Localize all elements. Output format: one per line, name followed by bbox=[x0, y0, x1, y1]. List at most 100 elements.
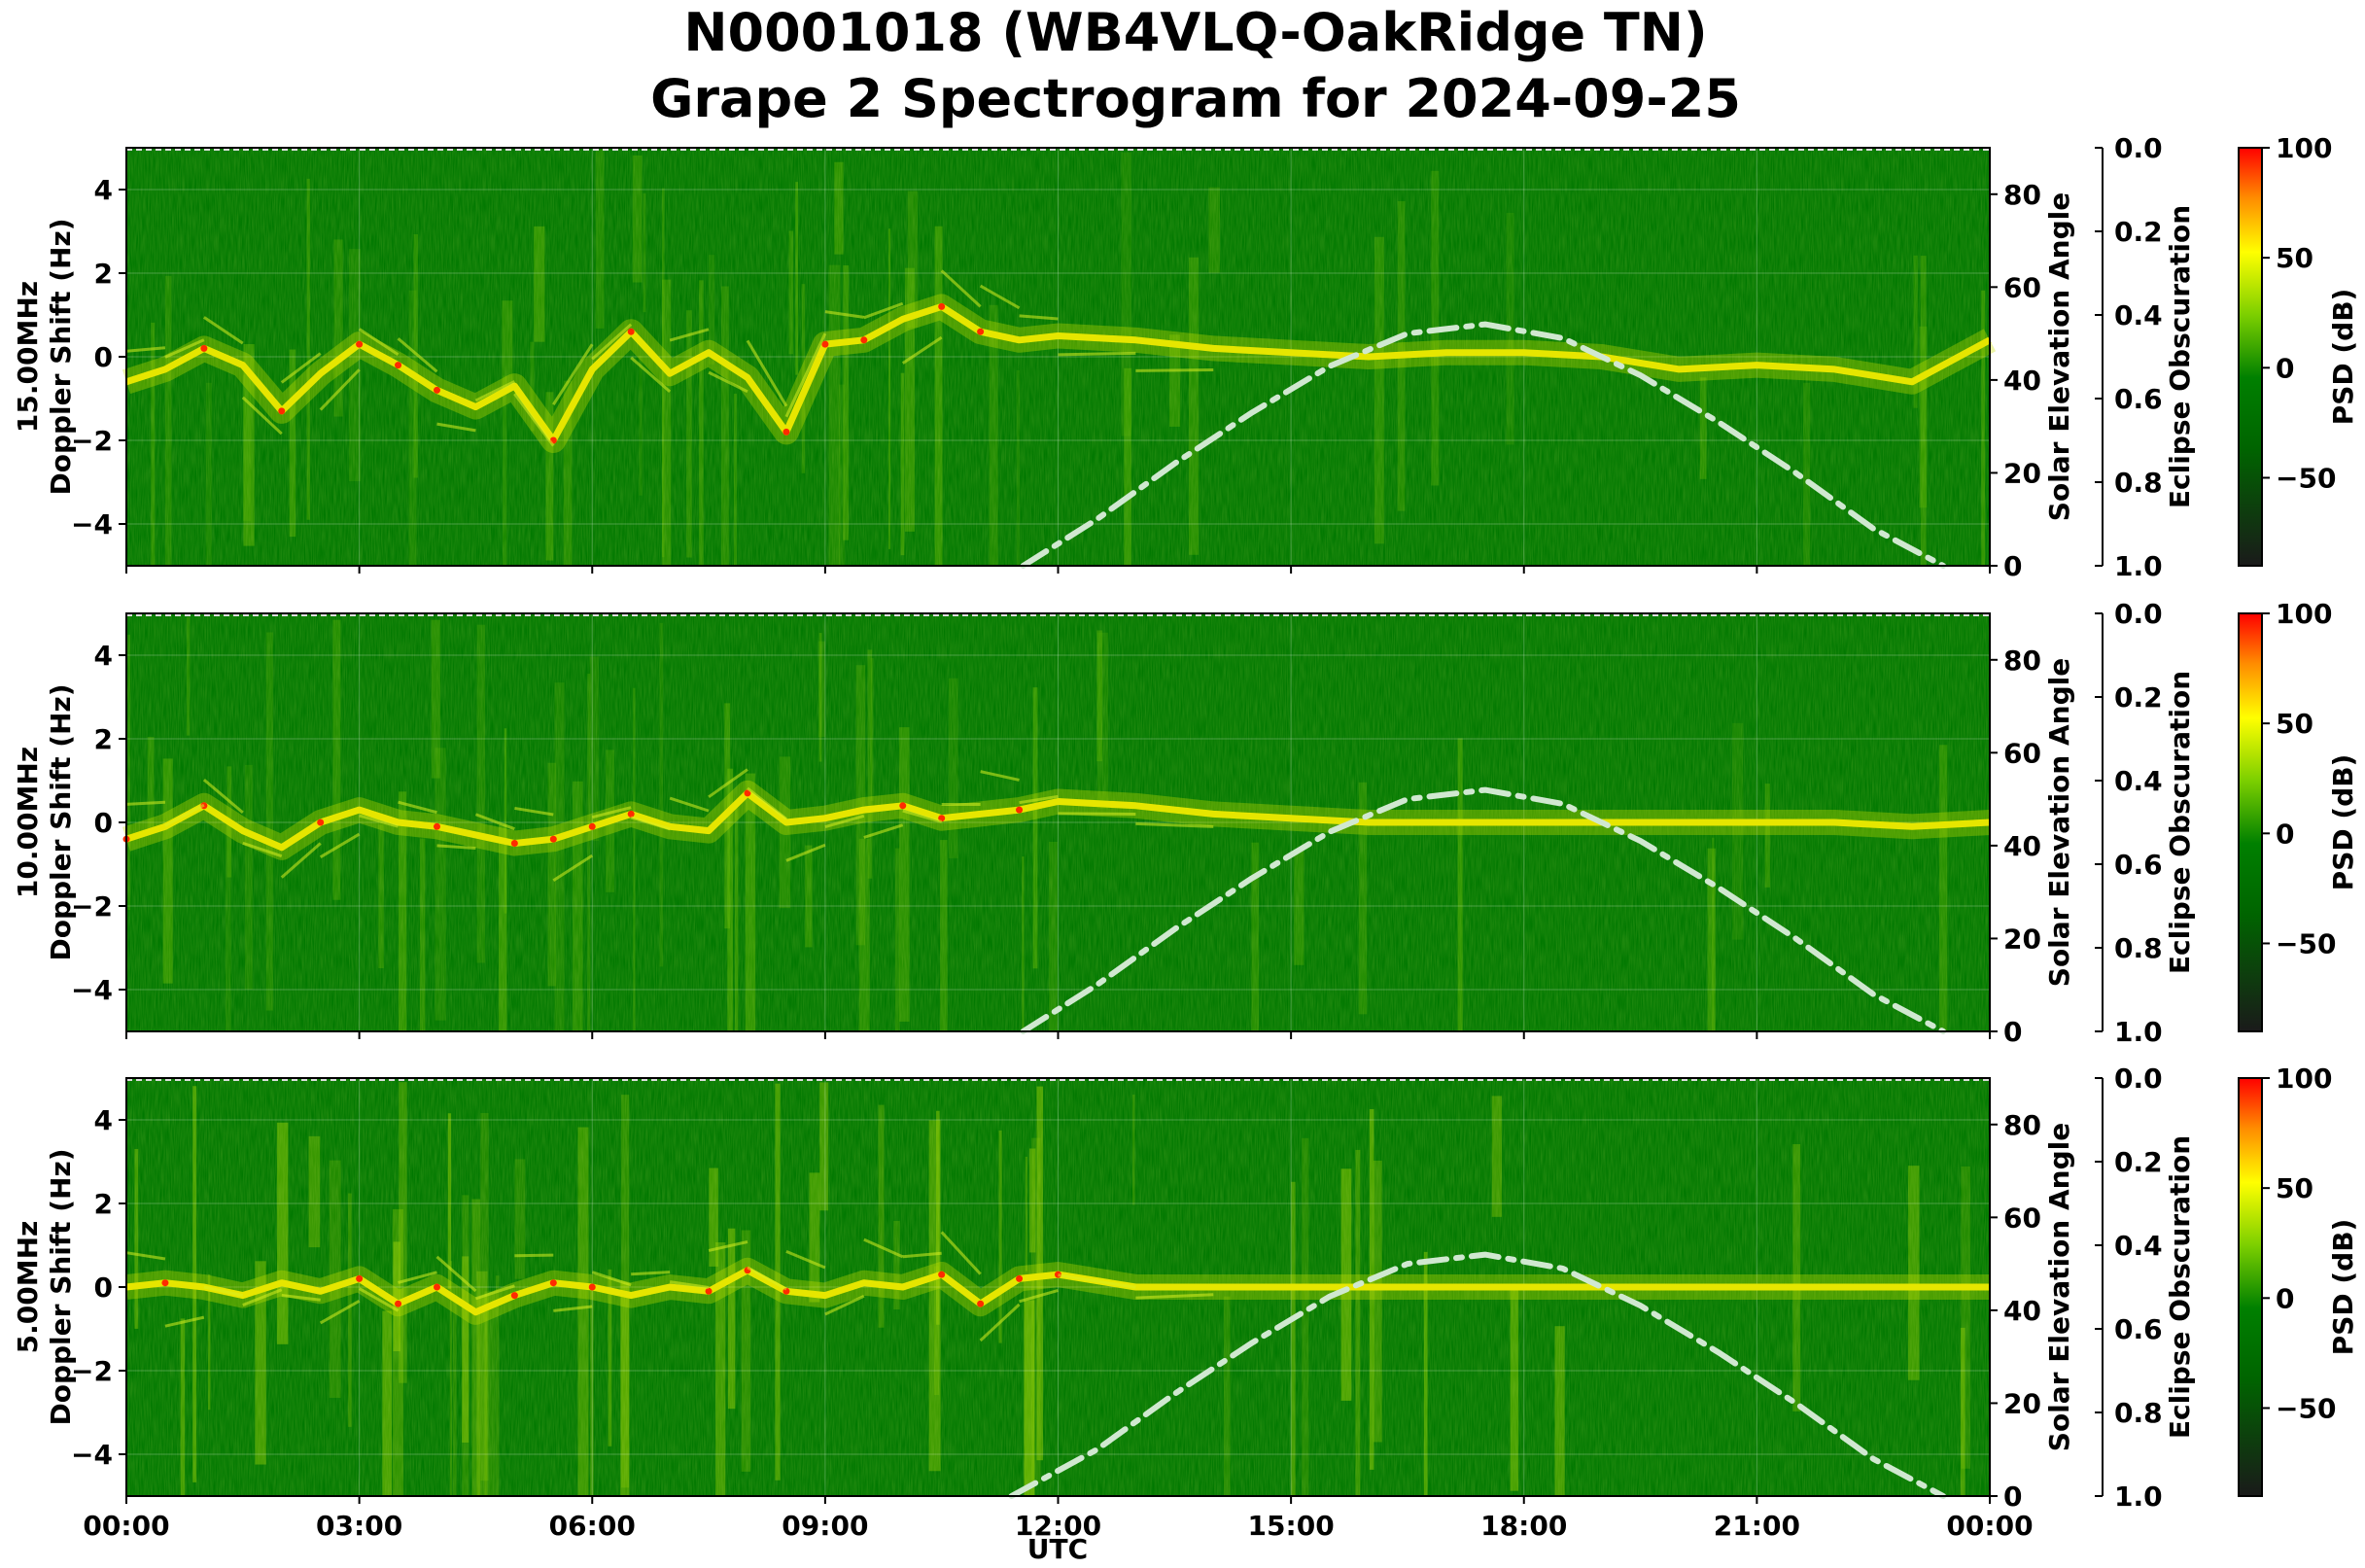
doppler-secondary-mode bbox=[979, 1303, 1021, 1342]
x-tick-label: 06:00 bbox=[549, 1510, 636, 1542]
doppler-secondary-mode bbox=[863, 823, 904, 839]
doppler-secondary-mode bbox=[1135, 367, 1214, 372]
doppler-secondary-mode bbox=[552, 343, 594, 406]
doppler-secondary-mode bbox=[824, 1294, 865, 1316]
eclipse-tick-label: 0.8 bbox=[2114, 932, 2163, 964]
doppler-secondary-mode bbox=[901, 335, 943, 365]
doppler-peak-point bbox=[899, 802, 907, 810]
doppler-peak-point bbox=[395, 362, 402, 369]
elevation-tick-label: 20 bbox=[2003, 923, 2041, 955]
y-tick-label: 4 bbox=[94, 1104, 113, 1136]
doppler-secondary-mode bbox=[242, 1288, 283, 1307]
elevation-tick-label: 80 bbox=[2003, 179, 2041, 211]
doppler-secondary-mode bbox=[824, 814, 865, 829]
y-axis-label-line: Doppler Shift (Hz) bbox=[45, 683, 77, 960]
doppler-secondary-mode bbox=[591, 323, 633, 361]
doppler-secondary-mode bbox=[164, 338, 205, 359]
colorbar bbox=[2238, 147, 2263, 567]
y-tick-label: −2 bbox=[71, 1355, 113, 1387]
doppler-secondary-mode bbox=[708, 1240, 748, 1252]
eclipse-tick-label: 0.0 bbox=[2114, 1063, 2163, 1095]
doppler-secondary-mode bbox=[241, 396, 283, 436]
doppler-secondary-mode bbox=[513, 393, 555, 447]
doppler-peak-point bbox=[510, 840, 518, 847]
doppler-peak-point bbox=[588, 1283, 596, 1291]
doppler-peak-point bbox=[356, 1274, 364, 1282]
elevation-tick-label: 40 bbox=[2003, 1295, 2041, 1327]
y-tick-label: −4 bbox=[71, 508, 113, 540]
elevation-tick-label: 80 bbox=[2003, 645, 2041, 677]
colorbar-tick-label: −50 bbox=[2276, 462, 2336, 494]
doppler-secondary-mode bbox=[863, 301, 904, 320]
eclipse-tick-label: 0.8 bbox=[2114, 467, 2163, 499]
colorbar-tick-label: 50 bbox=[2276, 1172, 2313, 1204]
doppler-secondary-mode bbox=[553, 1305, 593, 1312]
colorbar-tick-label: 0 bbox=[2276, 1282, 2294, 1314]
doppler-peak-point bbox=[395, 1300, 402, 1307]
doppler-secondary-mode bbox=[436, 844, 476, 851]
y-tick-label: −2 bbox=[71, 890, 113, 923]
doppler-secondary-mode bbox=[203, 1285, 244, 1298]
doppler-secondary-mode bbox=[202, 778, 244, 815]
eclipse-tick-label: 0.6 bbox=[2114, 383, 2163, 415]
colorbar-tick-label: 0 bbox=[2276, 818, 2294, 850]
y-tick-label: 0 bbox=[94, 341, 113, 373]
elevation-tick-label: 20 bbox=[2003, 1387, 2041, 1419]
solar-elevation-curve bbox=[1008, 1251, 1947, 1499]
doppler-secondary-mode bbox=[397, 337, 438, 373]
doppler-secondary-mode bbox=[125, 1251, 166, 1261]
doppler-peak-point bbox=[977, 328, 985, 335]
doppler-secondary-mode bbox=[708, 768, 748, 799]
y-axis-label: 15.00MHzDoppler Shift (Hz) bbox=[12, 218, 77, 495]
x-tick-label: 03:00 bbox=[316, 1510, 402, 1542]
eclipse-tick-label: 0.6 bbox=[2114, 1313, 2163, 1345]
colorbar-tick-label: 100 bbox=[2276, 132, 2332, 164]
doppler-secondary-mode bbox=[1019, 794, 1059, 805]
doppler-secondary-mode bbox=[980, 770, 1020, 782]
y-axis-label: 10.00MHzDoppler Shift (Hz) bbox=[12, 683, 77, 960]
doppler-peak-point bbox=[588, 822, 596, 830]
doppler-secondary-mode bbox=[398, 1271, 437, 1284]
doppler-secondary-mode bbox=[669, 328, 710, 342]
doppler-secondary-mode bbox=[902, 809, 943, 823]
doppler-peak-point bbox=[860, 336, 868, 344]
doppler-secondary-mode bbox=[280, 352, 322, 384]
doppler-trace bbox=[124, 789, 1991, 852]
doppler-secondary-mode bbox=[631, 1271, 671, 1276]
y-tick-label: 0 bbox=[94, 807, 113, 839]
x-tick-label: 15:00 bbox=[1248, 1510, 1335, 1542]
doppler-secondary-mode bbox=[1019, 1289, 1059, 1304]
chart-title-line2: Grape 2 Spectrogram for 2024-09-25 bbox=[650, 68, 1741, 129]
doppler-secondary-mode bbox=[242, 841, 283, 858]
doppler-secondary-mode bbox=[514, 1253, 554, 1258]
eclipse-tick-label: 0.4 bbox=[2114, 765, 2163, 797]
doppler-secondary-mode bbox=[203, 316, 244, 345]
colorbar-tick-label: 100 bbox=[2276, 598, 2332, 630]
doppler-secondary-mode bbox=[358, 1287, 400, 1312]
colorbar-label: PSD (dB) bbox=[2327, 1219, 2359, 1356]
eclipse-tick-label: 0.2 bbox=[2114, 216, 2163, 248]
doppler-secondary-mode bbox=[319, 832, 361, 859]
elevation-tick-label: 0 bbox=[2003, 1016, 2022, 1048]
elevation-tick-label: 0 bbox=[2003, 550, 2022, 582]
y-axis-label: 5.00MHzDoppler Shift (Hz) bbox=[12, 1148, 77, 1425]
x-tick-label: 00:00 bbox=[1946, 1510, 2033, 1542]
doppler-secondary-mode bbox=[1135, 1293, 1214, 1300]
doppler-secondary-mode bbox=[784, 332, 827, 418]
doppler-secondary-mode bbox=[863, 1237, 904, 1259]
eclipse-tick-label: 0.2 bbox=[2114, 681, 2163, 714]
colorbar bbox=[2238, 612, 2263, 1032]
doppler-secondary-mode bbox=[319, 1299, 361, 1325]
doppler-peak-point bbox=[434, 386, 440, 394]
eclipse-axis-label: Eclipse Obscuration bbox=[2164, 671, 2196, 974]
elevation-tick-label: 80 bbox=[2003, 1109, 2041, 1141]
x-tick-label: 21:00 bbox=[1714, 1510, 1800, 1542]
colorbar-label: PSD (dB) bbox=[2327, 754, 2359, 891]
eclipse-axis-label: Eclipse Obscuration bbox=[2164, 1135, 2196, 1439]
doppler-peak-point bbox=[627, 810, 635, 818]
x-axis-label: UTC bbox=[1027, 1533, 1088, 1565]
eclipse-tick-label: 0.0 bbox=[2114, 132, 2163, 164]
elevation-tick-label: 60 bbox=[2003, 737, 2041, 769]
doppler-secondary-mode bbox=[1058, 812, 1136, 816]
colorbar-label: PSD (dB) bbox=[2327, 289, 2359, 426]
